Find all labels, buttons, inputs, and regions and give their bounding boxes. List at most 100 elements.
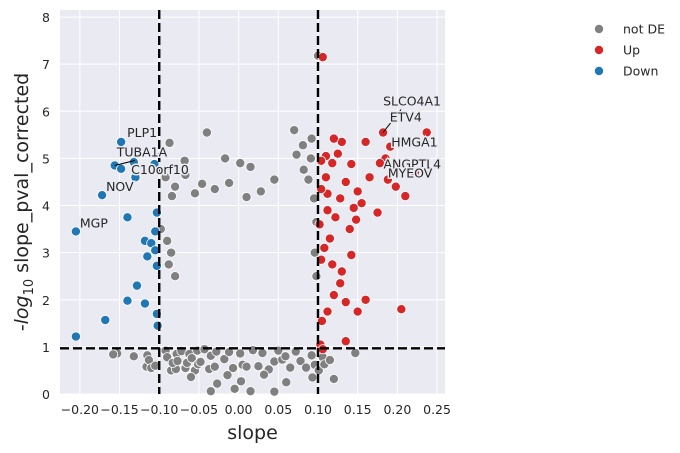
- up-point: [327, 259, 338, 270]
- legend: not DE Up Down: [594, 22, 665, 79]
- up-point: [348, 202, 359, 213]
- y-tick-label: 1: [42, 340, 50, 355]
- not-de-point: [185, 372, 196, 383]
- not-de-point: [172, 356, 183, 367]
- x-tick-label: 0.25: [423, 402, 451, 417]
- y-tick-labels: 0 1 2 3 4 5 6 7 8: [42, 10, 50, 402]
- y-axis-label: -log10 slope_pval_corrected: [11, 73, 37, 331]
- not-de-point: [128, 351, 139, 362]
- y-tick-label: 6: [42, 104, 50, 119]
- y-tick-label: 4: [42, 199, 50, 214]
- up-point: [346, 250, 357, 261]
- not-de-point: [108, 349, 119, 360]
- not-de-point: [186, 353, 197, 364]
- up-point: [340, 176, 351, 187]
- x-tick-label: −0.15: [100, 402, 138, 417]
- up-point: [421, 127, 432, 138]
- y-axis-label-prefix: -log: [11, 295, 33, 331]
- up-point: [320, 172, 331, 183]
- not-de-point: [162, 235, 173, 246]
- not-de-point: [219, 354, 230, 365]
- up-point: [340, 297, 351, 308]
- up-point: [336, 266, 347, 277]
- up-point: [360, 294, 371, 305]
- x-tick-labels: −0.20 −0.15 −0.10 −0.05 0.00 0.05 0.10 0.15 0.20…: [61, 402, 451, 417]
- not-de-point: [201, 127, 212, 138]
- y-axis-label-subscript: 10: [22, 279, 37, 296]
- not-de-point: [170, 271, 181, 282]
- up-point: [322, 306, 333, 317]
- gene-label: ANGPTL4: [383, 156, 441, 171]
- gene-label: MGP: [80, 215, 108, 230]
- not-de-point: [253, 361, 264, 372]
- gene-label: NOV: [106, 179, 134, 194]
- up-point: [328, 133, 339, 144]
- not-de-point: [235, 348, 246, 359]
- up-point: [385, 141, 396, 152]
- up-point: [374, 158, 385, 169]
- not-de-point: [303, 174, 314, 185]
- up-point: [316, 315, 327, 326]
- up-point: [360, 136, 371, 147]
- not-de-point: [209, 361, 220, 372]
- not-de-point: [166, 191, 177, 202]
- not-de-point: [311, 271, 322, 282]
- not-de-point: [197, 178, 208, 189]
- plot-area: [60, 10, 445, 394]
- down-point: [149, 159, 160, 170]
- up-point: [344, 224, 355, 235]
- y-tick-label: 5: [42, 151, 50, 166]
- up-point: [332, 148, 343, 159]
- legend-marker-up: [594, 45, 605, 56]
- not-de-point: [220, 153, 231, 164]
- not-de-point: [350, 348, 361, 359]
- not-de-point: [269, 386, 280, 397]
- not-de-point: [291, 149, 302, 160]
- y-tick-label: 3: [42, 246, 50, 261]
- not-de-point: [307, 372, 318, 383]
- gene-label: SLCO4A1: [383, 94, 441, 109]
- down-point: [139, 298, 150, 309]
- annotation-leader-line: [382, 109, 402, 133]
- y-tick-label: 7: [42, 57, 50, 72]
- gene-label: ETV4: [390, 110, 422, 125]
- not-de-point: [235, 376, 246, 387]
- x-tick-label: −0.05: [180, 402, 218, 417]
- up-point: [346, 159, 357, 170]
- down-point: [130, 172, 141, 183]
- not-de-point: [245, 161, 256, 172]
- not-de-point: [328, 373, 339, 384]
- not-de-point: [163, 259, 174, 270]
- x-tick-label: 0.20: [383, 402, 411, 417]
- legend-marker-not-de: [594, 23, 605, 34]
- not-de-point: [160, 172, 171, 183]
- not-de-point: [241, 192, 252, 203]
- up-point: [396, 304, 407, 315]
- not-de-point: [228, 363, 239, 374]
- up-point: [351, 214, 362, 225]
- down-point: [122, 295, 133, 306]
- down-point: [70, 331, 81, 342]
- not-de-point: [205, 386, 216, 397]
- not-de-point: [255, 186, 266, 197]
- not-de-point: [298, 164, 309, 175]
- up-point: [324, 233, 335, 244]
- down-point: [116, 163, 127, 174]
- down-point: [100, 315, 111, 326]
- threshold-lines: [60, 10, 445, 394]
- not-de-point: [209, 184, 220, 195]
- not-de-point: [247, 345, 258, 356]
- x-tick-label: 0.00: [225, 402, 253, 417]
- not-de-point: [301, 362, 312, 373]
- down-point: [152, 320, 163, 331]
- up-point: [364, 172, 375, 183]
- up-point: [400, 191, 411, 202]
- legend-label-not-de: not DE: [623, 22, 665, 37]
- down-point: [70, 226, 81, 237]
- legend-label-down: Down: [623, 64, 658, 79]
- not-de-point: [222, 370, 233, 381]
- not-de-point: [166, 247, 177, 258]
- gene-label: PLP1: [127, 125, 157, 140]
